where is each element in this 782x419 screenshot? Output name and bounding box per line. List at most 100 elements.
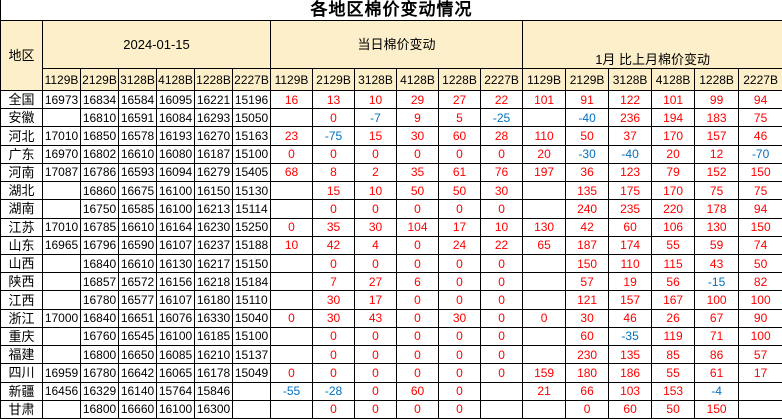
monthly-change-cell: 150 [738,162,782,183]
price-cell: 16786 [80,162,119,183]
daily-change-cell: 0 [438,253,481,274]
daily-change-cell [270,345,313,365]
monthly-change-cell: 19 [608,272,653,292]
price-cell: 17010 [42,217,81,237]
monthly-change-cell: 170 [651,126,696,146]
column-header: 1228B [194,68,233,91]
monthly-change-cell: 46 [738,126,782,146]
table-row: 江苏 17010 16785 16610 16164 16230 15250 0 35 30 104… [0,217,782,237]
section-header-date: 2024-01-15 [42,20,271,69]
monthly-change-cell: 150 [565,253,610,274]
table-row: 湖南 16750 16585 16100 16213 15114 0 0 0 0 0 240 235 22… [0,199,782,219]
monthly-change-cell: 0 [522,308,567,328]
column-header: 3128B [354,68,397,91]
price-cell: 16100 [156,326,195,347]
price-cell: 15050 [232,108,271,128]
monthly-change-cell [738,399,782,419]
daily-change-cell: 0 [312,144,355,164]
monthly-change-cell: 20 [651,144,696,164]
region-cell: 江西 [0,290,43,310]
column-header: 2227B [479,68,524,91]
daily-change-cell: 0 [312,399,355,419]
daily-change-cell: 50 [438,181,481,201]
monthly-change-cell: 119 [651,326,696,347]
daily-change-cell: 29 [396,89,439,110]
monthly-change-cell: 230 [565,345,610,365]
daily-change-cell: 0 [312,108,355,128]
region-cell: 湖北 [0,181,43,201]
table-row: 江西 16780 16577 16107 16180 15110 30 17 0 0 0 121 157… [0,290,782,310]
monthly-change-cell: 82 [738,272,782,292]
price-cell: 16080 [156,144,195,164]
monthly-change-cell: 91 [565,89,610,110]
price-cell: 16094 [156,162,195,183]
monthly-change-cell: 86 [694,345,740,365]
price-cell: 15040 [232,308,271,328]
column-header: 2129B [80,68,119,91]
daily-change-cell: 0 [479,199,524,219]
monthly-change-cell: 37 [608,126,653,146]
title-band: 各地区棉价变动情况 [0,0,782,20]
price-cell: 16650 [118,345,157,365]
daily-change-cell [270,199,313,219]
price-cell: 16850 [80,126,119,146]
monthly-change-cell: 123 [608,162,653,183]
price-cell: 16095 [156,89,195,110]
region-cell: 新疆 [0,381,43,401]
price-cell: 16572 [118,272,157,292]
daily-change-cell: 68 [270,162,313,183]
price-cell: 16213 [194,199,233,219]
daily-change-cell: 0 [396,363,439,383]
price-cell [232,399,271,419]
table-row: 山东 16965 16796 16590 16107 16237 15188 10 42 4 0 24… [0,235,782,255]
region-cell: 浙江 [0,308,43,328]
daily-change-cell: 7 [312,272,355,292]
daily-change-cell: 76 [479,162,524,183]
daily-change-cell: 35 [312,217,355,237]
price-cell: 15764 [156,381,195,401]
table-row: 新疆 16456 16329 16140 15764 15846 -55 -28 0 60 0 21 6… [0,381,782,401]
column-header: 1129B [522,68,567,91]
daily-change-cell: 0 [354,345,397,365]
daily-change-cell: 0 [270,308,313,328]
monthly-change-cell: 94 [738,199,782,219]
price-cell: 16187 [194,144,233,164]
daily-change-cell [270,253,313,274]
monthly-change-cell: 66 [565,381,610,401]
monthly-change-cell: 130 [694,217,740,237]
price-cell: 15130 [232,181,271,201]
region-cell: 全国 [0,89,43,110]
price-cell: 16164 [156,217,195,237]
price-cell: 16780 [80,363,119,383]
monthly-change-cell: 178 [694,199,740,219]
monthly-change-cell: 75 [738,181,782,201]
column-header: 4128B [156,68,195,91]
price-cell: 16959 [42,363,81,383]
daily-change-cell [270,326,313,347]
price-cell: 16193 [156,126,195,146]
region-cell: 四川 [0,363,43,383]
table-row: 浙江 17000 16840 16651 16076 16330 15040 0 30 43 0 30… [0,308,782,328]
daily-change-cell: 0 [438,199,481,219]
price-cell: 16330 [194,308,233,328]
daily-change-cell: 30 [312,308,355,328]
daily-change-cell: 22 [479,89,524,110]
daily-change-cell [479,399,524,419]
price-cell: 16800 [80,345,119,365]
price-cell: 15250 [232,217,271,237]
price-cell: 16329 [80,381,119,401]
monthly-change-cell: 99 [694,89,740,110]
daily-change-cell: 0 [312,345,355,365]
daily-change-cell: 2 [354,162,397,183]
table-body: 全国 16973 16834 16584 16095 16221 15196 16 13 10 29… [0,89,782,419]
monthly-change-cell [522,345,567,365]
monthly-change-cell: 236 [608,108,653,128]
daily-change-cell: 0 [354,381,397,401]
monthly-change-cell: 17 [738,363,782,383]
monthly-change-cell: 46 [608,308,653,328]
table-row: 重庆 16760 16545 16100 16185 15100 0 0 0 0 0 60 -35 119… [0,326,782,347]
monthly-change-cell: -40 [608,144,653,164]
price-cell [42,253,81,274]
daily-change-cell: 24 [438,235,481,255]
daily-change-cell: 0 [270,144,313,164]
